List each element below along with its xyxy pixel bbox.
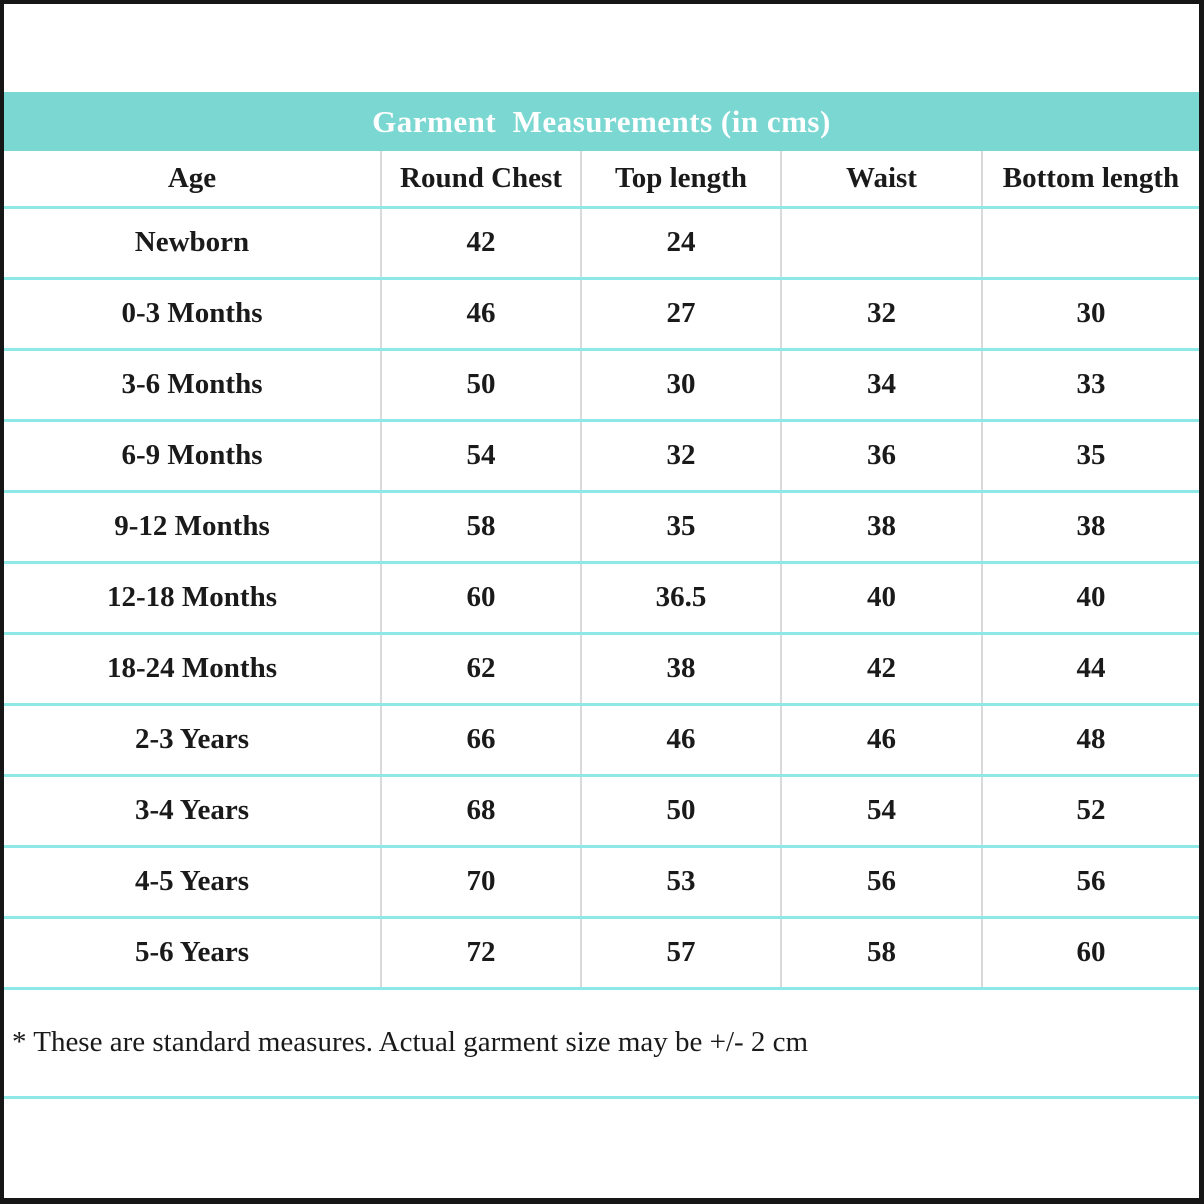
header-row: Age Round Chest Top length Waist Bottom … [4,151,1199,207]
bottom-length-cell: 38 [981,491,1199,562]
chest-cell: 60 [380,562,581,633]
top-length-cell: 27 [580,278,781,349]
age-cell: 12-18 Months [107,581,277,613]
waist-cell: 56 [780,846,982,917]
bottom-length-cell: 40 [981,562,1199,633]
chest-cell: 58 [380,491,581,562]
top-length-cell: 24 [580,207,781,278]
waist-cell: 40 [780,562,982,633]
bottom-length-cell: 52 [981,775,1199,846]
waist-cell: 36 [780,420,982,491]
column-header-round-chest: Round Chest [380,151,581,207]
top-length-cell: 53 [580,846,781,917]
age-cell: 9-12 Months [114,510,270,542]
column-header-top-length: Top length [580,151,781,207]
table-row-4-5-years: 4-5 Years 70 53 56 56 [4,846,1199,917]
top-length-cell: 46 [580,704,781,775]
table-row-3-6-months: 3-6 Months 50 30 34 33 [4,349,1199,420]
table-row-9-12-months: 9-12 Months 58 35 38 38 [4,491,1199,562]
bottom-length-cell: 48 [981,704,1199,775]
top-length-cell: 50 [580,775,781,846]
column-header-waist: Waist [780,151,982,207]
waist-cell: 32 [780,278,982,349]
chest-cell: 62 [380,633,581,704]
waist-cell: 58 [780,917,982,988]
waist-cell: 46 [780,704,982,775]
age-cell: 4-5 Years [134,865,250,897]
title-band: Garment Measurements (in cms) [4,92,1199,151]
footnote-row: * These are standard measures. Actual ga… [4,990,1199,1099]
waist-cell [780,207,982,278]
table-row-0-3-months: 0-3 Months 46 27 32 30 [4,278,1199,349]
bottom-length-cell: 60 [981,917,1199,988]
waist-cell: 38 [780,491,982,562]
table-row-18-24-months: 18-24 Months 62 38 42 44 [4,633,1199,704]
age-cell: 18-24 Months [107,652,277,684]
waist-cell: 34 [780,349,982,420]
table-row-3-4-years: 3-4 Years 68 50 54 52 [4,775,1199,846]
top-spacer [4,4,1199,92]
waist-cell: 54 [780,775,982,846]
chest-cell: 68 [380,775,581,846]
table-row-6-9-months: 6-9 Months 54 32 36 35 [4,420,1199,491]
garment-measurements-table: Age Round Chest Top length Waist Bottom … [4,151,1199,990]
footnote-text: * These are standard measures. Actual ga… [12,1026,809,1058]
bottom-length-cell: 35 [981,420,1199,491]
age-cell: 0-3 Months [121,297,263,329]
chest-cell: 66 [380,704,581,775]
table-header: Age Round Chest Top length Waist Bottom … [4,151,1199,207]
table-row-newborn: Newborn 42 24 [4,207,1199,278]
bottom-length-cell: 33 [981,349,1199,420]
chest-cell: 50 [380,349,581,420]
age-cell: Newborn [134,226,250,258]
chest-cell: 72 [380,917,581,988]
waist-cell: 42 [780,633,982,704]
column-header-age: Age [167,161,217,194]
chart-title: Garment Measurements (in cms) [372,103,831,139]
age-cell: 5-6 Years [134,936,250,968]
age-cell: 2-3 Years [134,723,250,755]
chest-cell: 54 [380,420,581,491]
table-body: Newborn 42 24 0-3 Months 46 27 32 30 3-6… [4,207,1199,988]
age-cell: 6-9 Months [121,439,263,471]
chest-cell: 42 [380,207,581,278]
top-length-cell: 32 [580,420,781,491]
table-row-2-3-years: 2-3 Years 66 46 46 48 [4,704,1199,775]
table-row-12-18-months: 12-18 Months 60 36.5 40 40 [4,562,1199,633]
column-header-bottom-length: Bottom length [981,151,1199,207]
bottom-length-cell: 44 [981,633,1199,704]
bottom-spacer [4,1098,1199,1193]
bottom-length-cell: 56 [981,846,1199,917]
top-length-cell: 36.5 [580,562,781,633]
top-length-cell: 57 [580,917,781,988]
bottom-length-cell [981,207,1199,278]
top-length-cell: 30 [580,349,781,420]
chest-cell: 46 [380,278,581,349]
chest-cell: 70 [380,846,581,917]
age-cell: 3-6 Months [121,368,263,400]
top-length-cell: 35 [580,491,781,562]
age-cell: 3-4 Years [134,794,250,826]
bottom-length-cell: 30 [981,278,1199,349]
table-row-5-6-years: 5-6 Years 72 57 58 60 [4,917,1199,988]
top-length-cell: 38 [580,633,781,704]
